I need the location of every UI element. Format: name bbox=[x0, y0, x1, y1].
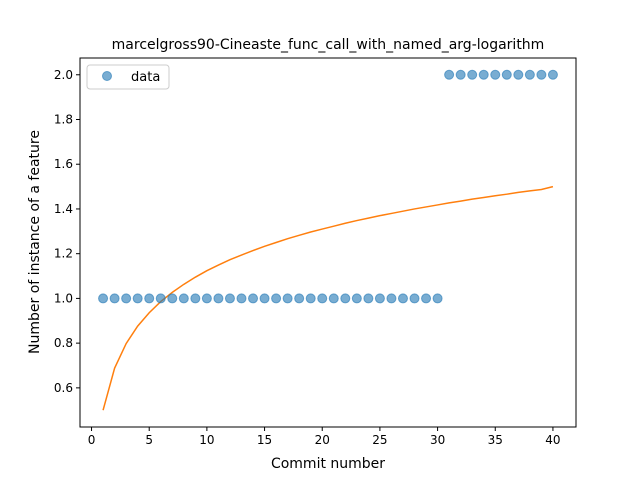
y-tick-label: 1.2 bbox=[54, 247, 73, 261]
chart-title: marcelgross90-Cineaste_func_call_with_na… bbox=[112, 37, 545, 53]
x-tick-label: 20 bbox=[315, 433, 330, 447]
data-point bbox=[121, 293, 132, 304]
data-point bbox=[317, 293, 328, 304]
data-point bbox=[536, 69, 547, 80]
data-point bbox=[259, 293, 270, 304]
data-point bbox=[282, 293, 293, 304]
data-point bbox=[132, 293, 143, 304]
data-point bbox=[444, 69, 455, 80]
data-point bbox=[374, 293, 385, 304]
data-point bbox=[340, 293, 351, 304]
data-point bbox=[467, 69, 478, 80]
legend-marker bbox=[102, 71, 112, 81]
y-tick-label: 0.6 bbox=[54, 381, 73, 395]
data-point bbox=[421, 293, 432, 304]
data-point bbox=[455, 69, 466, 80]
x-axis-label: Commit number bbox=[271, 456, 385, 472]
x-tick-label: 5 bbox=[145, 433, 153, 447]
data-point bbox=[178, 293, 189, 304]
data-point bbox=[294, 293, 305, 304]
data-point bbox=[490, 69, 501, 80]
fit-line bbox=[102, 185, 554, 411]
y-tick-label: 1.4 bbox=[54, 202, 73, 216]
plot-frame bbox=[79, 57, 577, 428]
y-tick-label: 1.6 bbox=[54, 157, 73, 171]
data-point bbox=[144, 293, 155, 304]
data-point bbox=[98, 293, 109, 304]
data-point bbox=[328, 293, 339, 304]
data-point bbox=[409, 293, 420, 304]
x-tick-label: 35 bbox=[488, 433, 503, 447]
legend-label: data bbox=[131, 70, 160, 85]
axis-ticks: 0 5 10 15 20 25 30 35 40 0.6 0.8 1.0 1.2 1.4 1.6 1.8 2.0 bbox=[54, 68, 561, 447]
data-point bbox=[363, 293, 374, 304]
y-tick-label: 0.8 bbox=[54, 336, 73, 350]
x-tick-label: 0 bbox=[88, 433, 96, 447]
data-point bbox=[271, 293, 282, 304]
y-tick-label: 1.8 bbox=[54, 113, 73, 127]
y-axis-label: Number of instance of a feature bbox=[27, 130, 43, 354]
data-point bbox=[109, 293, 120, 304]
data-point bbox=[224, 293, 235, 304]
x-tick-label: 15 bbox=[257, 433, 272, 447]
data-point bbox=[547, 69, 558, 80]
data-point bbox=[248, 293, 259, 304]
legend-box bbox=[86, 64, 170, 90]
data-point bbox=[524, 69, 535, 80]
data-point bbox=[305, 293, 316, 304]
x-tick-label: 25 bbox=[372, 433, 387, 447]
data-point bbox=[386, 293, 397, 304]
data-point bbox=[513, 69, 524, 80]
data-point bbox=[432, 293, 443, 304]
data-points bbox=[98, 69, 558, 304]
y-tick-label: 1.0 bbox=[54, 291, 73, 305]
y-tick-label: 2.0 bbox=[54, 68, 73, 82]
data-point bbox=[236, 293, 247, 304]
data-point bbox=[213, 293, 224, 304]
legend: data bbox=[86, 64, 170, 90]
data-point bbox=[201, 293, 212, 304]
data-point bbox=[397, 293, 408, 304]
data-point bbox=[155, 293, 166, 304]
x-tick-label: 30 bbox=[430, 433, 445, 447]
data-point bbox=[167, 293, 178, 304]
x-tick-label: 40 bbox=[545, 433, 560, 447]
x-tick-label: 10 bbox=[199, 433, 214, 447]
fit-line-layer bbox=[102, 185, 554, 411]
data-point bbox=[501, 69, 512, 80]
data-point bbox=[351, 293, 362, 304]
data-point bbox=[478, 69, 489, 80]
data-point bbox=[190, 293, 201, 304]
